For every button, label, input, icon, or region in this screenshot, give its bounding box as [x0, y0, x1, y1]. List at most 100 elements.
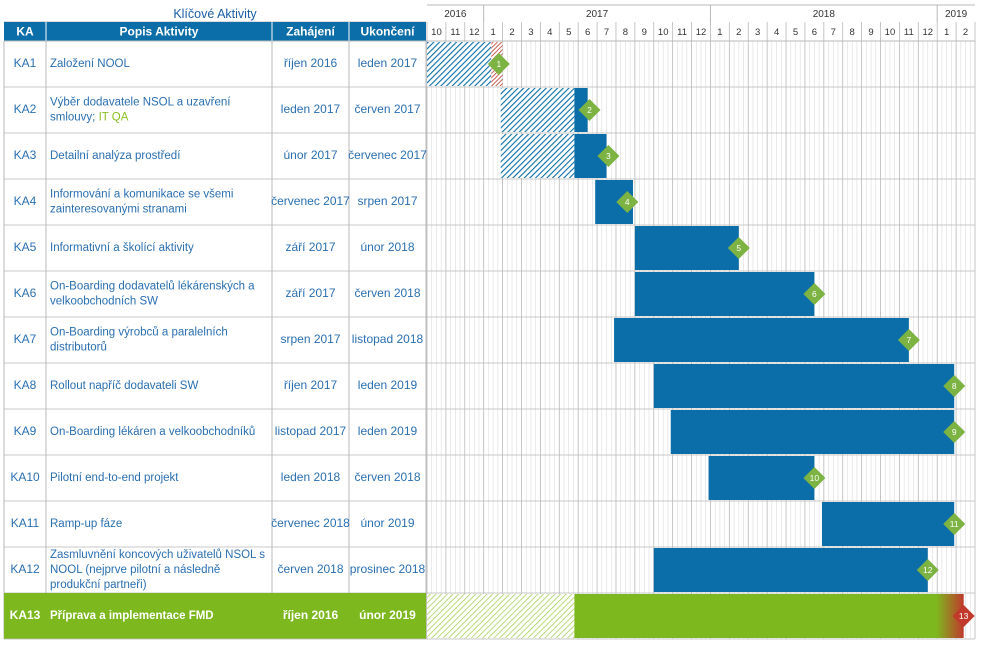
task-row: KA10 Pilotní end-to-end projekt leden 2018…: [4, 456, 975, 502]
milestone-label: 9: [952, 427, 957, 437]
month-tick-label: 2: [963, 27, 968, 38]
task-description: On-Boarding lékáren a velkoobchodníků: [50, 426, 255, 438]
task-description-line: On-Boarding výrobců a paralelních: [50, 327, 228, 339]
task-start: únor 2017: [283, 148, 337, 162]
task-id: KA2: [14, 102, 37, 116]
task-id: KA4: [14, 194, 37, 208]
task-row: KA11 Ramp-up fáze červenec 2018 únor 2019 11: [4, 502, 975, 548]
month-tick-label: 10: [885, 27, 896, 38]
milestone-label: 8: [952, 381, 957, 391]
month-tick-label: 1: [944, 27, 949, 38]
month-tick-label: 11: [450, 27, 460, 38]
month-tick-label: 7: [831, 27, 836, 38]
milestone-label: 13: [959, 611, 969, 621]
milestone-diamond: [803, 283, 826, 305]
milestone-diamond: [597, 145, 620, 167]
task-description-line: Informování a komunikace se všemi: [50, 189, 233, 201]
task-description: On-Boarding dodavatelů lékárenských a vel…: [50, 281, 255, 308]
task-description: On-Boarding výrobců a paralelních distrib…: [50, 327, 228, 354]
header-title: Klíčové Aktivity: [173, 7, 257, 21]
task-end: červen 2018: [354, 470, 420, 484]
task-description: Rollout napříč dodavateli SW: [50, 380, 198, 392]
hatched-bar: [427, 594, 575, 638]
task-end: leden 2017: [358, 56, 418, 70]
month-tick-label: 7: [604, 27, 609, 38]
task-end: listopad 2018: [352, 332, 424, 346]
month-tick-label: 9: [642, 27, 647, 38]
task-id: KA7: [14, 332, 37, 346]
task-row: KA3 Detailní analýza prostředí únor 2017 če…: [4, 134, 975, 180]
task-end: leden 2019: [358, 378, 418, 392]
hatched-bar: [500, 134, 575, 178]
month-tick-label: 10: [431, 27, 442, 38]
task-description: Informování a komunikace se všemi zainter…: [50, 189, 233, 216]
task-description-line: distributorů: [50, 342, 107, 354]
task-end: únor 2018: [360, 240, 414, 254]
task-row: KA6 On-Boarding dodavatelů lékárenských a…: [4, 272, 975, 318]
task-end: leden 2019: [358, 424, 418, 438]
gantt-bar: [653, 364, 955, 408]
month-tick-label: 3: [755, 27, 760, 38]
task-id: KA1: [14, 56, 37, 70]
task-start: listopad 2017: [275, 424, 347, 438]
month-tick-label: 5: [793, 27, 798, 38]
task-end: červen 2017: [354, 102, 420, 116]
gantt-bar: [634, 226, 739, 270]
milestone-diamond: [897, 329, 920, 351]
task-end: únor 2019: [359, 608, 416, 622]
month-tick-label: 12: [469, 27, 480, 38]
hatched-bar: [500, 88, 575, 132]
milestone-diamond: [943, 421, 966, 443]
task-start: říjen 2016: [284, 56, 338, 70]
task-id: KA5: [14, 240, 37, 254]
task-description: Detailní analýza prostředí: [50, 150, 181, 162]
task-description-line: produkční partneři): [50, 579, 147, 591]
month-tick-label: 10: [658, 27, 669, 38]
task-description: Založení NOOL: [50, 58, 130, 70]
task-end: červenec 2017: [348, 148, 427, 162]
task-description-line: On-Boarding lékáren a velkoobchodníků: [50, 426, 255, 438]
task-description-line: Založení NOOL: [50, 58, 130, 70]
task-start: červenec 2018: [271, 516, 350, 530]
task-row: KA1 Založení NOOL říjen 2016 leden 2017 1: [4, 42, 975, 88]
task-end: červen 2018: [354, 286, 420, 300]
task-start: říjen 2016: [283, 608, 339, 622]
column-header-desc: Popis Aktivity: [120, 25, 199, 39]
task-row: KA5 Informativní a školící aktivity září 2…: [4, 226, 975, 272]
milestone-label: 1: [496, 59, 501, 69]
task-description-line: Detailní analýza prostředí: [50, 150, 181, 162]
task-row: KA2 Výběr dodavatele NSOL a uzavření smlou…: [4, 88, 975, 134]
gantt-bar: [614, 318, 909, 362]
milestone-diamond: [803, 467, 826, 489]
month-tick-label: 4: [774, 27, 779, 38]
milestone-diamond: [727, 237, 750, 259]
month-tick-label: 1: [490, 27, 495, 38]
hatched-bar: [427, 42, 492, 86]
milestone-label: 10: [810, 473, 820, 483]
milestone-label: 2: [587, 105, 592, 115]
month-tick-label: 6: [812, 27, 817, 38]
task-description-line: zainteresovanými stranami: [50, 204, 187, 216]
task-description: Pilotní end-to-end projekt: [50, 472, 179, 484]
month-tick-label: 5: [566, 27, 571, 38]
milestone-diamond: [578, 99, 601, 121]
month-tick-label: 4: [547, 27, 552, 38]
task-description: Výběr dodavatele NSOL a uzavření smlouvy;…: [50, 97, 231, 124]
task-description-line: velkoobchodních SW: [50, 296, 158, 308]
task-row: KA9 On-Boarding lékáren a velkoobchodníků…: [4, 410, 975, 456]
month-tick-label: 2: [736, 27, 741, 38]
gantt-bar: [670, 410, 955, 454]
month-tick-label: 8: [850, 27, 855, 38]
task-id: KA12: [10, 562, 40, 576]
month-tick-label: 1: [717, 27, 722, 38]
task-start: červen 2018: [277, 562, 343, 576]
month-tick-label: 2: [509, 27, 514, 38]
task-start: říjen 2017: [284, 378, 338, 392]
highlight-row-bg: [4, 593, 426, 639]
task-description-line: Zasmluvnění koncových uživatelů NSOL s: [50, 549, 265, 561]
task-description-line: Příprava a implementace FMD: [50, 610, 214, 622]
month-tick-label: 11: [904, 27, 914, 38]
milestone-label: 6: [812, 289, 817, 299]
task-description-line: On-Boarding dodavatelů lékárenských a: [50, 281, 255, 293]
